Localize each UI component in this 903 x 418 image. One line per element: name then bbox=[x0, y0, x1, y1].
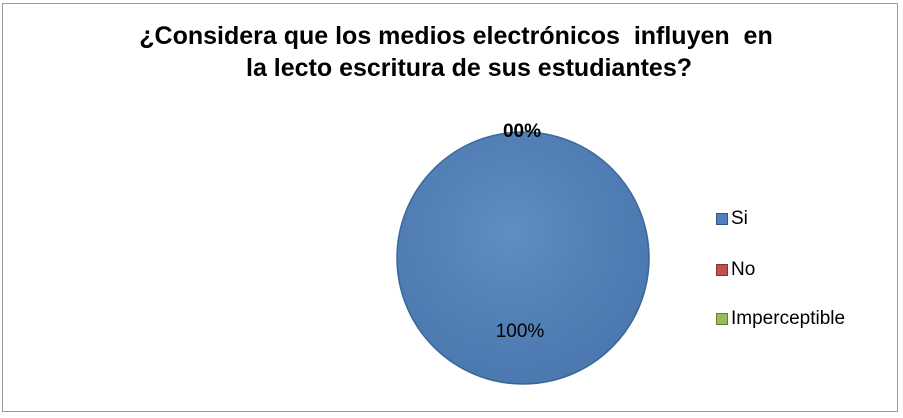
chart-title-line-2: la lecto escritura de sus estudiantes? bbox=[246, 54, 692, 82]
legend-item-imperceptible: Imperceptible bbox=[716, 308, 845, 330]
chart-title: ¿Considera que los medios electrónicos i… bbox=[3, 20, 897, 84]
legend-label-no: No bbox=[731, 259, 756, 280]
legend-swatch-imperceptible bbox=[716, 313, 728, 325]
data-label-no: 00% bbox=[503, 121, 541, 142]
data-label-si: 100% bbox=[496, 321, 545, 342]
legend-label-si: Si bbox=[731, 208, 748, 229]
legend-item-no: No bbox=[716, 259, 755, 281]
legend-item-si: Si bbox=[716, 208, 748, 230]
pie-shading bbox=[397, 132, 649, 384]
legend-swatch-si bbox=[716, 213, 728, 225]
legend-swatch-no bbox=[716, 264, 728, 276]
chart-title-line-1: ¿Considera que los medios electrónicos i… bbox=[139, 22, 773, 50]
legend-label-imperceptible: Imperceptible bbox=[731, 308, 846, 329]
